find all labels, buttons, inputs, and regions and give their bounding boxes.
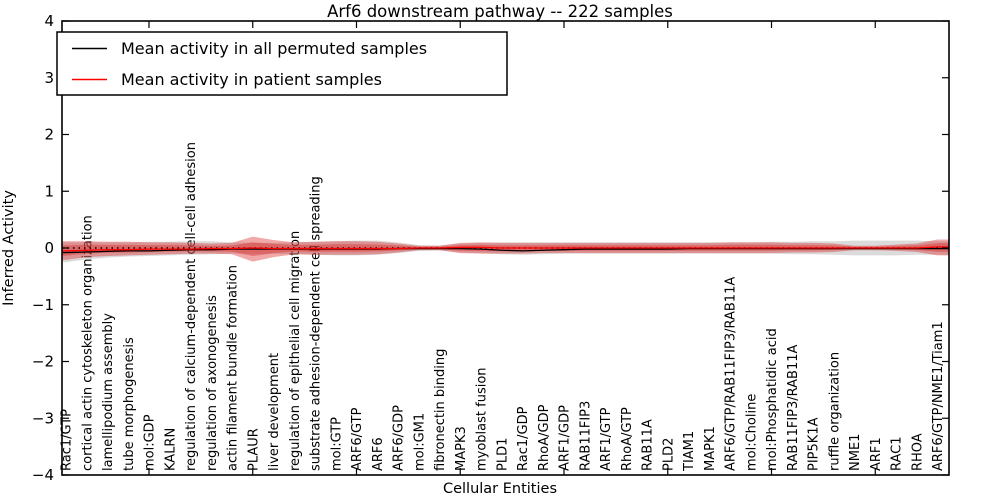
chart-title: Arf6 downstream pathway -- 222 samples (327, 2, 673, 21)
y-tick-label: 1 (44, 182, 54, 200)
x-tick-label: PIP5K1A (807, 417, 822, 471)
y-tick-label: −4 (32, 466, 54, 484)
x-tick-label: RhoA/GDP (537, 404, 552, 471)
x-tick-label: tube morphogenesis (122, 337, 137, 471)
x-tick-label: RAB11FIP3/RAB11A (786, 344, 801, 471)
x-tick-label: ARF1 (869, 437, 884, 471)
x-tick-label: NME1 (848, 434, 863, 471)
patient-mean-line (62, 246, 949, 252)
x-tick-label: Rac1/GDP (516, 406, 531, 471)
x-tick-label: MAPK3 (454, 426, 469, 471)
permuted-band (62, 240, 949, 263)
x-tick-label: mol:Choline (744, 394, 759, 471)
x-tick-label: RAB11FIP3 (578, 401, 593, 471)
y-tick-label: −1 (32, 296, 54, 314)
x-tick-label: TIAM1 (682, 431, 697, 472)
x-tick-label: Rac1/GTP (60, 409, 75, 471)
x-tick-label: RAB11A (641, 419, 656, 471)
x-tick-label: ARF6 (371, 437, 386, 471)
axis-ticks (62, 20, 949, 476)
y-tick-label: 4 (44, 12, 54, 30)
x-tick-label: mol:Phosphatidic acid (765, 328, 780, 471)
x-tick-label: myoblast fusion (475, 367, 490, 471)
x-tick-label: KALRN (163, 428, 178, 471)
x-tick-label: regulation of axonogenesis (205, 295, 220, 471)
x-tick-label: cortical actin cytoskeleton organization (80, 215, 95, 471)
x-tick-label: ARF1/GTP (599, 407, 614, 471)
y-tick-label: −3 (32, 409, 54, 427)
x-tick-label: ARF6/GTP/NME1/Tiam1 (931, 321, 946, 471)
legend: Mean activity in all permuted samples Me… (56, 31, 508, 96)
y-tick-labels: −4 −3 −2 −1 0 1 2 3 4 (32, 12, 54, 484)
x-tick-label: RAC1 (890, 436, 905, 471)
x-tick-label: regulation of calcium-dependent cell-cel… (184, 142, 199, 471)
x-tick-label: mol:GM1 (412, 413, 427, 471)
x-tick-label: RhoA/GTP (620, 407, 635, 471)
x-tick-label: ARF6/GTP/RAB11FIP3/RAB11A (724, 277, 739, 471)
x-tick-label: PLD2 (661, 438, 676, 471)
y-tick-label: 0 (44, 239, 54, 257)
x-tick-label: RHOA (910, 433, 925, 471)
patient-band-core (62, 242, 949, 257)
y-axis-label: Inferred Activity (1, 190, 17, 306)
plot-area: Rac1/GTP cortical actin cytoskeleton orga… (32, 12, 950, 484)
y-tick-label: 2 (44, 126, 54, 144)
x-axis-label: Cellular Entities (443, 481, 557, 497)
legend-label-patient: Mean activity in patient samples (121, 70, 382, 89)
x-tick-label: lamellipodium assembly (101, 313, 116, 471)
x-tick-label: PLD1 (495, 438, 510, 471)
x-tick-label: substrate adhesion-dependent cell spread… (309, 176, 324, 471)
x-tick-label: mol:GDP (143, 414, 158, 471)
x-tick-label: ARF6/GDP (392, 405, 407, 471)
x-tick-label: actin filament bundle formation (226, 265, 241, 471)
x-tick-label: ARF6/GTP (350, 407, 365, 471)
x-tick-label: ruffle organization (827, 352, 842, 471)
x-tick-label: regulation of epithelial cell migration (288, 231, 303, 471)
x-tick-labels: Rac1/GTP cortical actin cytoskeleton orga… (60, 142, 947, 472)
x-tick-label: mol:GTP (329, 417, 344, 471)
x-tick-label: liver development (267, 353, 282, 471)
x-tick-label: fibronectin binding (433, 349, 448, 471)
x-tick-label: MAPK1 (703, 426, 718, 471)
y-tick-label: 3 (44, 69, 54, 87)
x-tick-label: PLAUR (246, 428, 261, 471)
y-tick-label: −2 (32, 353, 54, 371)
patient-band (62, 236, 949, 262)
x-tick-label: ARF1/GDP (558, 405, 573, 471)
legend-label-permuted: Mean activity in all permuted samples (121, 39, 427, 58)
legend-box (56, 31, 508, 96)
